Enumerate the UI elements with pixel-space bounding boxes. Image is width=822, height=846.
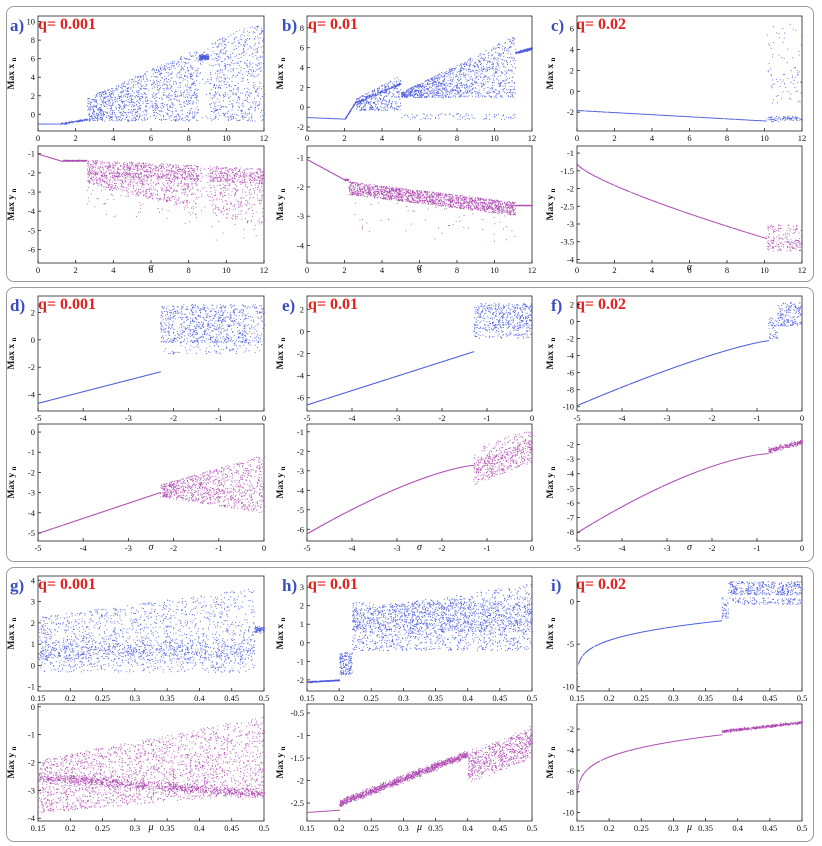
- panel-label-d: d): [10, 296, 26, 315]
- panel-label-b: b): [282, 16, 298, 35]
- q-label-f: q= 0.02: [576, 296, 627, 313]
- q-label-e: q= 0.01: [308, 296, 359, 313]
- q-label-a: q= 0.001: [38, 16, 97, 33]
- q-label-d: q= 0.001: [38, 296, 97, 313]
- panel-label-e: e): [282, 296, 296, 315]
- q-label-i: q= 0.02: [576, 576, 627, 593]
- panel-label-h: h): [282, 576, 298, 595]
- row-group-sigma: [6, 287, 814, 562]
- panel-label-g: g): [10, 576, 25, 595]
- row-group-mu: [6, 567, 814, 842]
- q-label-b: q= 0.01: [308, 16, 359, 33]
- q-label-g: q= 0.001: [38, 576, 97, 593]
- row-group-alpha: [6, 6, 814, 282]
- panel-label-i: i): [551, 576, 562, 595]
- panel-label-c: c): [551, 16, 565, 35]
- panel-label-a: a): [10, 16, 25, 35]
- q-label-c: q= 0.02: [576, 16, 627, 33]
- q-label-h: q= 0.01: [308, 576, 359, 593]
- panel-label-f: f): [551, 296, 563, 315]
